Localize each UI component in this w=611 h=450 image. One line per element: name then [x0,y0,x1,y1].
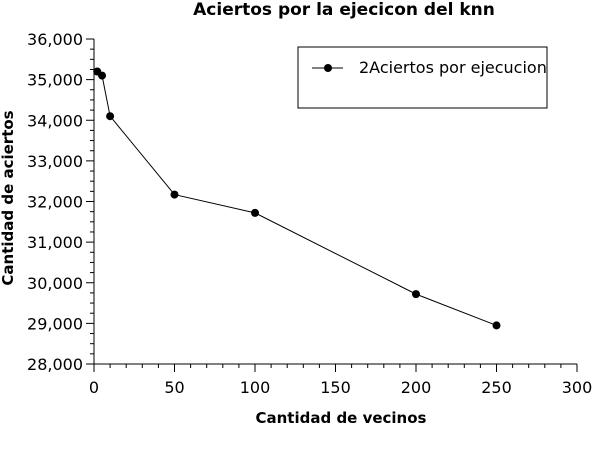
x-tick-label: 50 [164,378,184,397]
ticks: 28,000 29,000 30,000 31,000 32,000 33,000 34,0… [27,30,592,397]
y-tick-label: 28,000 [27,355,83,374]
y-tick-label: 33,000 [27,152,83,171]
y-tick-label: 34,000 [27,111,83,130]
y-tick-label: 31,000 [27,233,83,252]
data-point [98,71,107,80]
data-point [170,190,179,199]
x-tick-label: 250 [481,378,512,397]
data-point [251,208,259,217]
x-tick-label: 100 [240,378,271,397]
legend-marker [324,64,332,72]
chart-title: Aciertos por la ejecicon del knn [193,0,495,20]
x-tick-label: 200 [401,378,432,397]
x-tick-label: 300 [562,378,593,397]
y-tick-label: 32,000 [27,193,83,212]
x-axis-label: Cantidad de vecinos [256,409,427,427]
y-tick-label: 30,000 [27,274,83,293]
x-tick-label: 150 [320,378,351,397]
y-tick-label: 36,000 [27,30,83,49]
y-tick-label: 35,000 [27,71,83,90]
data-point [492,321,501,330]
data-point [412,290,420,299]
series-line [96,71,497,326]
y-axis-label: Cantidad de aciertos [0,110,17,285]
data-point [106,112,115,121]
x-tick-label: 0 [89,378,99,397]
legend-label: 2Aciertos por ejecucion [359,58,547,77]
legend-box [297,46,548,109]
y-tick-label: 29,000 [27,314,83,333]
series [93,67,501,330]
legend: 2Aciertos por ejecucion [297,46,548,109]
